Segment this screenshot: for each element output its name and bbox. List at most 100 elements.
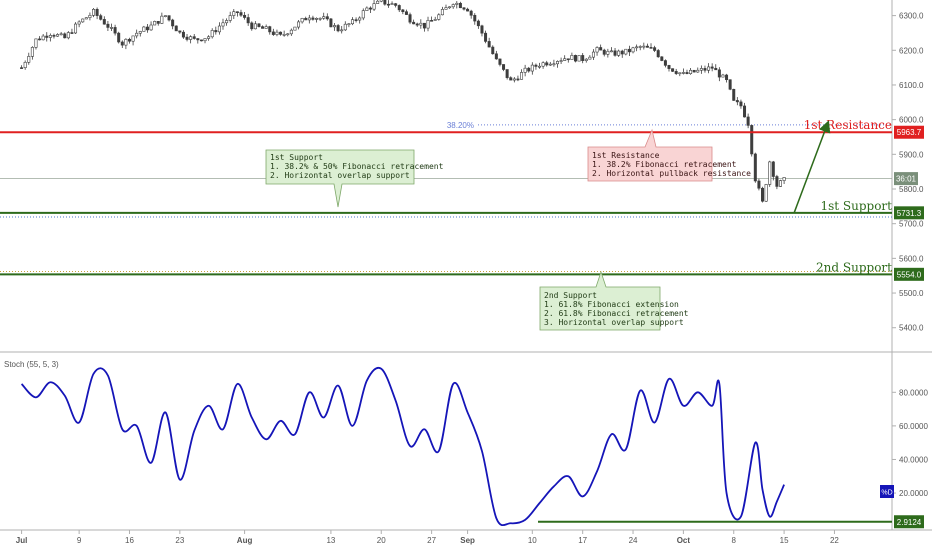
- candle-body: [426, 20, 430, 29]
- candle-body: [336, 25, 340, 32]
- candle-body: [707, 66, 711, 71]
- candle-body: [620, 50, 624, 55]
- candle: [189, 35, 193, 44]
- candle: [239, 9, 243, 17]
- support2-callout-line3: 3. Horizontal overlap support: [544, 318, 684, 327]
- candle: [728, 79, 732, 91]
- candle-body: [448, 6, 452, 9]
- time-tick-label: 27: [427, 536, 436, 545]
- candle: [707, 63, 711, 74]
- candle-body: [476, 20, 480, 27]
- candle: [63, 32, 67, 39]
- candle-body: [20, 67, 24, 69]
- stoch-indicator-label: Stoch (55, 5, 3): [4, 360, 59, 369]
- time-tick-label: 10: [528, 536, 537, 545]
- stoch-d-badge: %D: [880, 485, 894, 498]
- candle-body: [466, 8, 470, 12]
- candle-body: [689, 69, 693, 74]
- candle: [293, 26, 297, 31]
- candle-body: [142, 26, 146, 32]
- candle: [286, 33, 290, 37]
- candle-body: [243, 14, 247, 18]
- candle: [523, 64, 527, 77]
- candle: [81, 18, 85, 23]
- candle-body: [613, 50, 617, 56]
- support1-price-tag: 5731.3: [894, 206, 924, 220]
- candle-body: [725, 74, 729, 81]
- candle-body: [329, 18, 333, 28]
- candle: [300, 17, 304, 24]
- candle: [386, 0, 390, 8]
- candle-body: [185, 36, 189, 40]
- candle-body: [95, 8, 99, 16]
- candle: [581, 53, 585, 64]
- candle: [778, 179, 782, 188]
- candle: [307, 14, 311, 24]
- candle: [52, 33, 56, 39]
- candle: [555, 60, 559, 68]
- candle-body: [764, 184, 768, 202]
- candle-body: [771, 161, 775, 177]
- svg-text:2.9124: 2.9124: [897, 518, 922, 527]
- candle-body: [516, 78, 520, 81]
- candle: [419, 19, 423, 29]
- candle: [696, 67, 700, 73]
- candle: [41, 34, 45, 41]
- candle: [160, 12, 164, 25]
- candle: [350, 17, 354, 26]
- candle: [512, 77, 516, 83]
- resistance1-price-tag: 5963.7: [894, 125, 924, 139]
- time-tick-label: Sep: [460, 536, 475, 545]
- candle: [275, 29, 279, 37]
- candle-body: [714, 67, 718, 71]
- candle: [329, 18, 333, 28]
- candle: [113, 24, 117, 36]
- candle: [620, 49, 624, 58]
- candle-body: [253, 23, 257, 30]
- candle-body: [660, 56, 664, 61]
- candle-body: [394, 3, 398, 6]
- candle: [178, 30, 182, 34]
- price-tick-label: 5500.0: [899, 289, 924, 298]
- candle: [99, 13, 103, 21]
- candle-body: [192, 36, 196, 39]
- candle: [487, 37, 491, 48]
- time-tick-label: 15: [780, 536, 789, 545]
- candle-body: [440, 9, 444, 16]
- candle-body: [577, 55, 581, 62]
- price-tick-label: 5600.0: [899, 254, 924, 263]
- time-tick-label: 22: [830, 536, 839, 545]
- price-tick-label: 5900.0: [899, 150, 924, 159]
- candle: [609, 47, 613, 53]
- candle-body: [332, 25, 336, 28]
- candle: [336, 24, 340, 33]
- candle-body: [606, 50, 610, 55]
- candle: [717, 67, 721, 82]
- candle-body: [699, 68, 703, 71]
- candle: [440, 6, 444, 16]
- candle-body: [559, 60, 563, 62]
- candle: [653, 45, 657, 53]
- candle: [376, 0, 380, 4]
- candle: [689, 68, 693, 75]
- candle: [214, 26, 218, 35]
- candle-body: [541, 62, 545, 67]
- candle: [548, 61, 552, 66]
- candle-body: [545, 62, 549, 66]
- stoch-tick-label: 20.0000: [899, 489, 928, 498]
- candle-body: [99, 15, 103, 20]
- candle-body: [30, 47, 34, 57]
- candle: [448, 6, 452, 9]
- candle: [761, 186, 765, 203]
- candle: [714, 64, 718, 71]
- candle: [422, 22, 426, 32]
- candle-body: [340, 29, 344, 32]
- resistance1-callout: 1st Resistance 1. 38.2% Fibonacci retrac…: [587, 128, 751, 182]
- candle: [131, 35, 135, 46]
- support1-callout-title: 1st Support: [270, 153, 323, 162]
- candle: [282, 30, 286, 37]
- candle: [710, 63, 714, 72]
- candle-body: [41, 35, 45, 41]
- candle: [753, 152, 757, 183]
